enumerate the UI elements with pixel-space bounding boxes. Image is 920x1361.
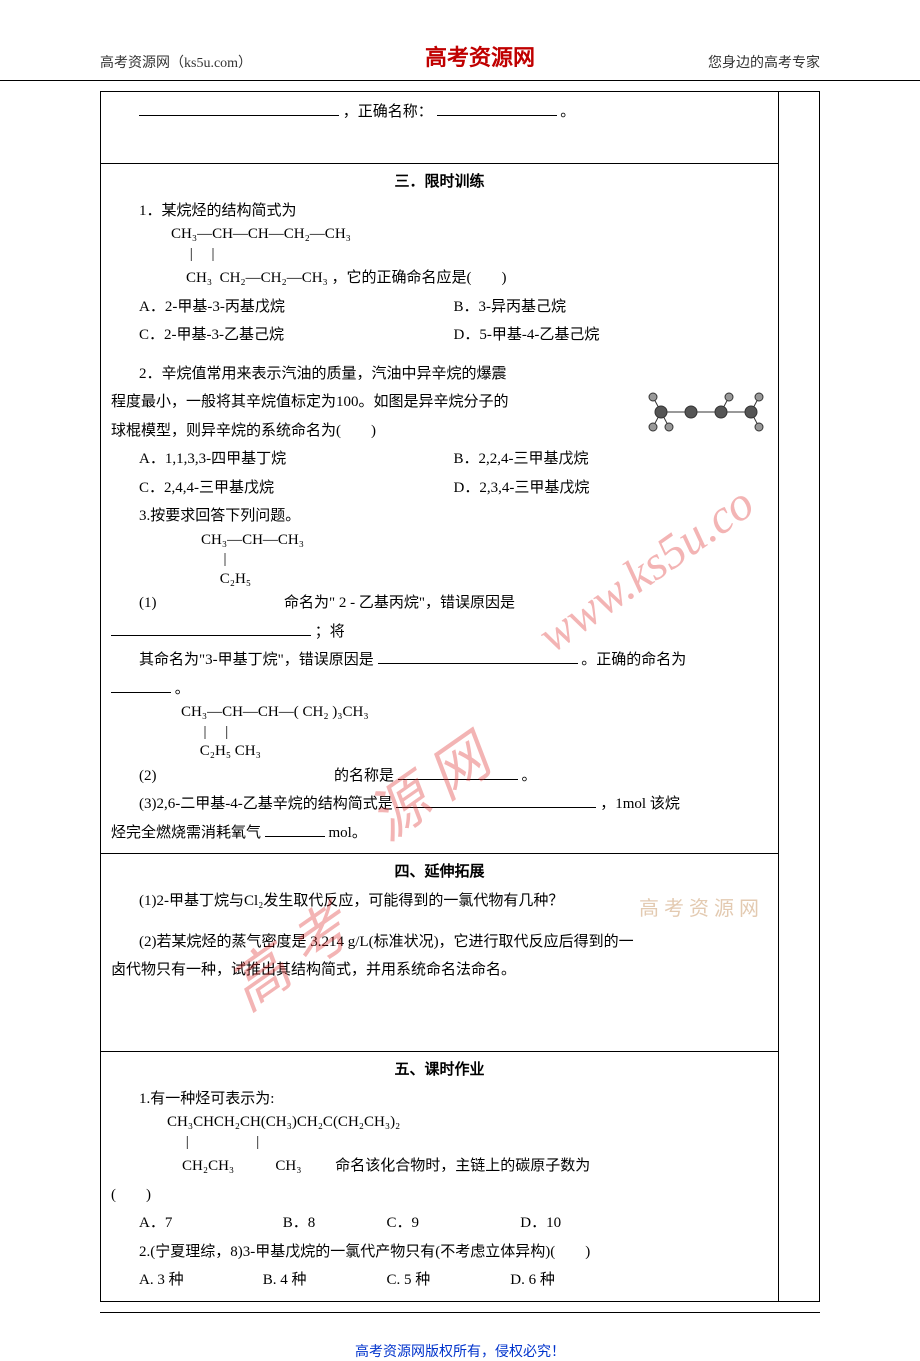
section4-title: 四、延伸拓展 xyxy=(111,860,768,881)
optB: B．8 xyxy=(283,1209,383,1238)
molecule-diagram xyxy=(641,372,771,452)
top-fragment: ，正确名称： 。 xyxy=(111,98,768,127)
q3p3-2: 烃完全燃烧需消耗氧气 mol。 xyxy=(111,819,768,848)
q3p2: (2) 的名称是 。 xyxy=(111,762,768,791)
q1-formula-l3: CH₃ CH₂—CH₂—CH₃ xyxy=(111,269,328,289)
text: 其命名为"3-甲基丁烷"，错误原因是 xyxy=(139,652,374,668)
q2-optD: D．2,3,4-三甲基戊烷 xyxy=(454,474,769,503)
s5q1-f1: CH₃CHCH₂CH(CH₃)CH₂C(CH₂CH₃)₂ xyxy=(111,1113,768,1133)
text: ，正确名称： xyxy=(343,104,433,120)
content-frame: ，正确名称： 。 三．限时训练 1．某烷烃的结构简式为 CH₃—CH—CH—CH… xyxy=(100,91,820,1302)
text: (2) xyxy=(139,768,157,784)
s5q2-stem: 2.(宁夏理综，8)3-甲基戊烷的一氯代产物只有(不考虑立体异构)( ) xyxy=(111,1238,768,1267)
optA: A．7 xyxy=(139,1209,279,1238)
optD: D. 6 种 xyxy=(510,1272,555,1288)
q3p1-f2: | xyxy=(111,550,768,570)
divider xyxy=(101,1051,778,1052)
blank xyxy=(437,101,557,116)
q3-stem: 3.按要求回答下列问题。 xyxy=(111,502,768,531)
q1-formula-l1: CH₃—CH—CH—CH₂—CH₃ xyxy=(111,225,768,245)
text: 。正确的命名为 xyxy=(581,652,686,668)
q1-formula-l2: | | xyxy=(111,245,768,265)
divider xyxy=(101,163,778,164)
text: 烃完全燃烧需消耗氧气 xyxy=(111,825,261,841)
q1-optA: A．2-甲基-3-丙基戊烷 xyxy=(139,293,454,322)
text: 命名为" 2 - 乙基丙烷"，错误原因是 xyxy=(284,595,515,611)
q3p1: (1) 命名为" 2 - 乙基丙烷"，错误原因是 xyxy=(111,589,768,618)
blank xyxy=(139,101,339,116)
s4p2a: (2)若某烷烃的蒸气密度是 3.214 g/L(标准状况)，它进行取代反应后得到… xyxy=(111,928,768,957)
text: 的名称是 xyxy=(334,768,394,784)
text: 。 xyxy=(522,768,537,784)
q3p1-3: 其命名为"3-甲基丁烷"，错误原因是 。正确的命名为 xyxy=(111,646,768,675)
blank xyxy=(398,765,518,780)
q3p2-f3: C₂H₅ CH₃ xyxy=(111,742,768,762)
q3p1-4: 。 xyxy=(111,675,768,704)
footer-text: 高考资源网版权所有，侵权必究！ xyxy=(0,1333,920,1361)
q3p3: (3)2,6-二甲基-4-乙基辛烷的结构简式是 ，1mol 该烷 xyxy=(111,790,768,819)
s5q1-paren: ( ) xyxy=(111,1181,768,1210)
text: 。 xyxy=(560,104,575,120)
q1-tail: ，它的正确命名应是( ) xyxy=(332,270,507,286)
header-center: 高考资源网 xyxy=(425,40,535,72)
optD: D．10 xyxy=(520,1215,561,1231)
blank xyxy=(265,822,325,837)
optC: C．9 xyxy=(387,1209,517,1238)
text: 。 xyxy=(175,681,190,697)
watermark-corner: 高 考 资 源 网 xyxy=(639,892,759,921)
blank xyxy=(111,678,171,693)
header-right: 您身边的高考专家 xyxy=(708,52,820,72)
s5q1-f3: CH₂CH₃ CH₃ xyxy=(111,1157,301,1177)
text: (3)2,6-二甲基-4-乙基辛烷的结构简式是 xyxy=(139,796,393,812)
q3p2-f2: | | xyxy=(111,723,768,743)
optA: A. 3 种 xyxy=(139,1266,259,1295)
text: (1) xyxy=(139,595,157,611)
q1-optD: D．5-甲基-4-乙基己烷 xyxy=(454,321,769,350)
q3p1-f1: CH₃—CH—CH₃ xyxy=(111,531,768,551)
text: mol。 xyxy=(329,825,367,841)
section5-title: 五、课时作业 xyxy=(111,1058,768,1079)
page-header: 高考资源网（ks5u.com） 高考资源网 您身边的高考专家 xyxy=(0,0,920,81)
footer-divider xyxy=(100,1312,820,1313)
s5q1-tail: 命名该化合物时，主链上的碳原子数为 xyxy=(305,1158,590,1174)
q3p1-2: ；将 xyxy=(111,618,768,647)
s5q1-opts: A．7 B．8 C．9 D．10 xyxy=(111,1209,768,1238)
s4p2b: 卤代物只有一种，试推出其结构简式，并用系统命名法命名。 xyxy=(111,956,768,985)
blank xyxy=(378,649,578,664)
s5q1-f2: | | xyxy=(111,1133,768,1153)
q1-stem: 1．某烷烃的结构简式为 xyxy=(111,197,768,226)
divider xyxy=(101,853,778,854)
s5q2-opts: A. 3 种 B. 4 种 C. 5 种 D. 6 种 xyxy=(111,1266,768,1295)
q3p1-f3: C₂H₅ xyxy=(111,570,768,590)
s5q1-stem: 1.有一种烃可表示为: xyxy=(111,1085,768,1114)
text: ，1mol 该烷 xyxy=(600,796,680,812)
blank xyxy=(111,621,311,636)
content-cell: ，正确名称： 。 三．限时训练 1．某烷烃的结构简式为 CH₃—CH—CH—CH… xyxy=(101,92,779,1301)
q2-optC: C．2,4,4-三甲基戊烷 xyxy=(139,474,454,503)
q3p2-f1: CH₃—CH—CH—( CH₂ )₃CH₃ xyxy=(111,703,768,723)
optB: B. 4 种 xyxy=(263,1266,383,1295)
blank xyxy=(396,793,596,808)
text: ；将 xyxy=(315,624,345,640)
q2-optA: A．1,1,3,3-四甲基丁烷 xyxy=(139,445,454,474)
q1-optB: B．3-异丙基己烷 xyxy=(454,293,769,322)
optC: C. 5 种 xyxy=(387,1266,507,1295)
q1-optC: C．2-甲基-3-乙基己烷 xyxy=(139,321,454,350)
section3-title: 三．限时训练 xyxy=(111,170,768,191)
header-left: 高考资源网（ks5u.com） xyxy=(100,52,252,72)
